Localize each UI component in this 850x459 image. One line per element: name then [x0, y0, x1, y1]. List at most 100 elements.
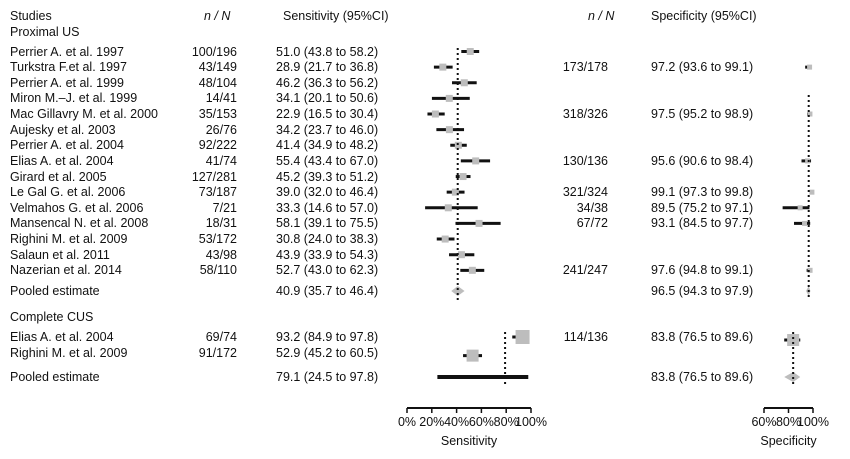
- specificity-tick-label: 60%: [751, 415, 776, 429]
- sensitivity-point: [460, 79, 468, 87]
- sensitivity-point: [454, 141, 462, 149]
- study-name: Mac Gillavry M. et al. 2000: [10, 107, 158, 122]
- study-name: Mansencal N. et al. 2008: [10, 216, 149, 231]
- sensitivity-ci-text: 30.8 (24.0 to 38.3): [276, 232, 379, 247]
- sensitivity-ci-text: 41.4 (34.9 to 48.2): [276, 138, 379, 153]
- header-studies: Studies: [10, 9, 52, 23]
- sensitivity-point: [445, 94, 453, 102]
- pooled-label: Pooled estimate: [10, 370, 100, 384]
- sensitivity-ci-text: 52.9 (45.2 to 60.5): [276, 345, 379, 360]
- sensitivity-ci-text: 43.9 (33.9 to 54.3): [276, 247, 379, 262]
- sensitivity-n: 48/104: [198, 75, 237, 90]
- sensitivity-tick-label: 80%: [494, 415, 519, 429]
- sensitivity-n: 92/222: [198, 138, 237, 153]
- sensitivity-ci-text: 34.2 (23.7 to 46.0): [276, 122, 379, 137]
- specificity-n: 130/136: [562, 153, 608, 168]
- sensitivity-tick-label: 0%: [398, 415, 416, 429]
- study-name: Turkstra F.et al. 1997: [10, 60, 127, 75]
- sensitivity-ci-text: 33.3 (14.6 to 57.0): [276, 200, 379, 215]
- sensitivity-n: 69/74: [205, 330, 237, 344]
- specificity-point: [807, 64, 813, 70]
- specificity-ci-text: 93.1 (84.5 to 97.7): [651, 216, 754, 231]
- sensitivity-point: [472, 157, 480, 165]
- sensitivity-point: [439, 63, 447, 71]
- sensitivity-ci-text: 22.9 (16.5 to 30.4): [276, 107, 379, 122]
- specificity-ci-text: 97.5 (95.2 to 98.9): [651, 107, 754, 122]
- specificity-n: 241/247: [562, 263, 608, 278]
- sensitivity-n: 53/172: [198, 232, 237, 247]
- group-label: Complete CUS: [10, 310, 94, 324]
- specificity-point: [787, 334, 800, 346]
- study-name: Perrier A. et al. 1999: [10, 75, 124, 90]
- specificity-ci-text: 99.1 (97.3 to 99.8): [651, 185, 754, 200]
- sensitivity-point: [466, 349, 479, 362]
- sensitivity-point: [445, 126, 453, 134]
- sensitivity-n: 91/172: [198, 345, 237, 360]
- study-name: Aujesky et al. 2003: [10, 122, 116, 137]
- sensitivity-point: [515, 330, 530, 344]
- header-specificity-n: n / N: [588, 9, 615, 23]
- specificity-point: [807, 111, 813, 117]
- specificity-ci-text: 95.6 (90.6 to 98.4): [651, 153, 754, 168]
- sensitivity-n: 73/187: [198, 185, 237, 200]
- study-name: Velmahos G. et al. 2006: [10, 200, 144, 215]
- study-name: Elias A. et al. 2004: [10, 330, 114, 344]
- pooled-sensitivity-text: 40.9 (35.7 to 46.4): [276, 284, 379, 298]
- specificity-n: 114/136: [563, 330, 608, 344]
- study-name: Girard et al. 2005: [10, 169, 107, 184]
- study-name: Nazerian et al. 2014: [10, 263, 122, 278]
- sensitivity-point: [468, 266, 476, 274]
- sensitivity-tick-label: 40%: [444, 415, 469, 429]
- study-name: Righini M. et al. 2009: [10, 345, 128, 360]
- specificity-ci-text: 83.8 (76.5 to 89.6): [651, 330, 754, 344]
- study-name: Righini M. et al. 2009: [10, 232, 128, 247]
- sensitivity-n: 18/31: [205, 216, 237, 231]
- specificity-tick-label: 100%: [797, 415, 829, 429]
- sensitivity-n: 58/110: [199, 263, 237, 278]
- sensitivity-ci-text: 55.4 (43.4 to 67.0): [276, 153, 379, 168]
- sensitivity-ci-text: 93.2 (84.9 to 97.8): [276, 330, 379, 344]
- sensitivity-n: 127/281: [191, 169, 237, 184]
- sensitivity-ci-text: 28.9 (21.7 to 36.8): [276, 60, 379, 75]
- specificity-point: [797, 205, 803, 211]
- sensitivity-tick-label: 100%: [515, 415, 547, 429]
- sensitivity-point: [466, 48, 474, 55]
- pooled-sensitivity-diamond: [451, 286, 465, 296]
- sensitivity-ci-text: 39.0 (32.0 to 46.4): [276, 185, 379, 200]
- sensitivity-n: 35/153: [198, 107, 237, 122]
- sensitivity-n: 43/98: [205, 247, 237, 262]
- sensitivity-axis-label: Sensitivity: [441, 434, 498, 448]
- header-specificity-ci: Specificity (95%CI): [651, 9, 757, 23]
- sensitivity-tick-label: 20%: [419, 415, 444, 429]
- specificity-ci-text: 97.6 (94.8 to 99.1): [651, 263, 754, 278]
- specificity-axis-label: Specificity: [760, 434, 817, 448]
- sensitivity-point: [459, 173, 467, 181]
- sensitivity-ci-text: 52.7 (43.0 to 62.3): [276, 263, 379, 278]
- sensitivity-point: [457, 251, 465, 259]
- pooled-specificity-text: 96.5 (94.3 to 97.9): [651, 284, 754, 298]
- study-name: Perrier A. et al. 1997: [10, 44, 124, 59]
- study-name: Salaun et al. 2011: [10, 247, 110, 262]
- sensitivity-ci-text: 46.2 (36.3 to 56.2): [276, 75, 379, 90]
- sensitivity-point: [431, 110, 439, 118]
- specificity-ci-text: 97.2 (93.6 to 99.1): [651, 60, 754, 75]
- sensitivity-n: 7/21: [212, 200, 237, 215]
- study-name: Elias A. et al. 2004: [10, 153, 114, 168]
- sensitivity-ci-text: 51.0 (43.8 to 58.2): [276, 44, 379, 59]
- sensitivity-ci-text: 34.1 (20.1 to 50.6): [276, 91, 379, 106]
- study-name: Miron M.–J. et al. 1999: [10, 91, 138, 106]
- header-sensitivity-ci: Sensitivity (95%CI): [283, 9, 389, 23]
- specificity-point: [807, 267, 813, 273]
- pooled-label: Pooled estimate: [10, 284, 100, 298]
- sensitivity-n: 100/196: [191, 44, 237, 59]
- pooled-specificity-text: 83.8 (76.5 to 89.6): [651, 370, 754, 384]
- specificity-ci-text: 89.5 (75.2 to 97.1): [651, 200, 754, 215]
- sensitivity-n: 14/41: [205, 91, 237, 106]
- sensitivity-n: 43/149: [198, 60, 237, 75]
- specificity-point: [809, 189, 815, 195]
- specificity-point: [802, 220, 808, 226]
- specificity-n: 173/178: [562, 60, 608, 75]
- specificity-point: [805, 158, 811, 164]
